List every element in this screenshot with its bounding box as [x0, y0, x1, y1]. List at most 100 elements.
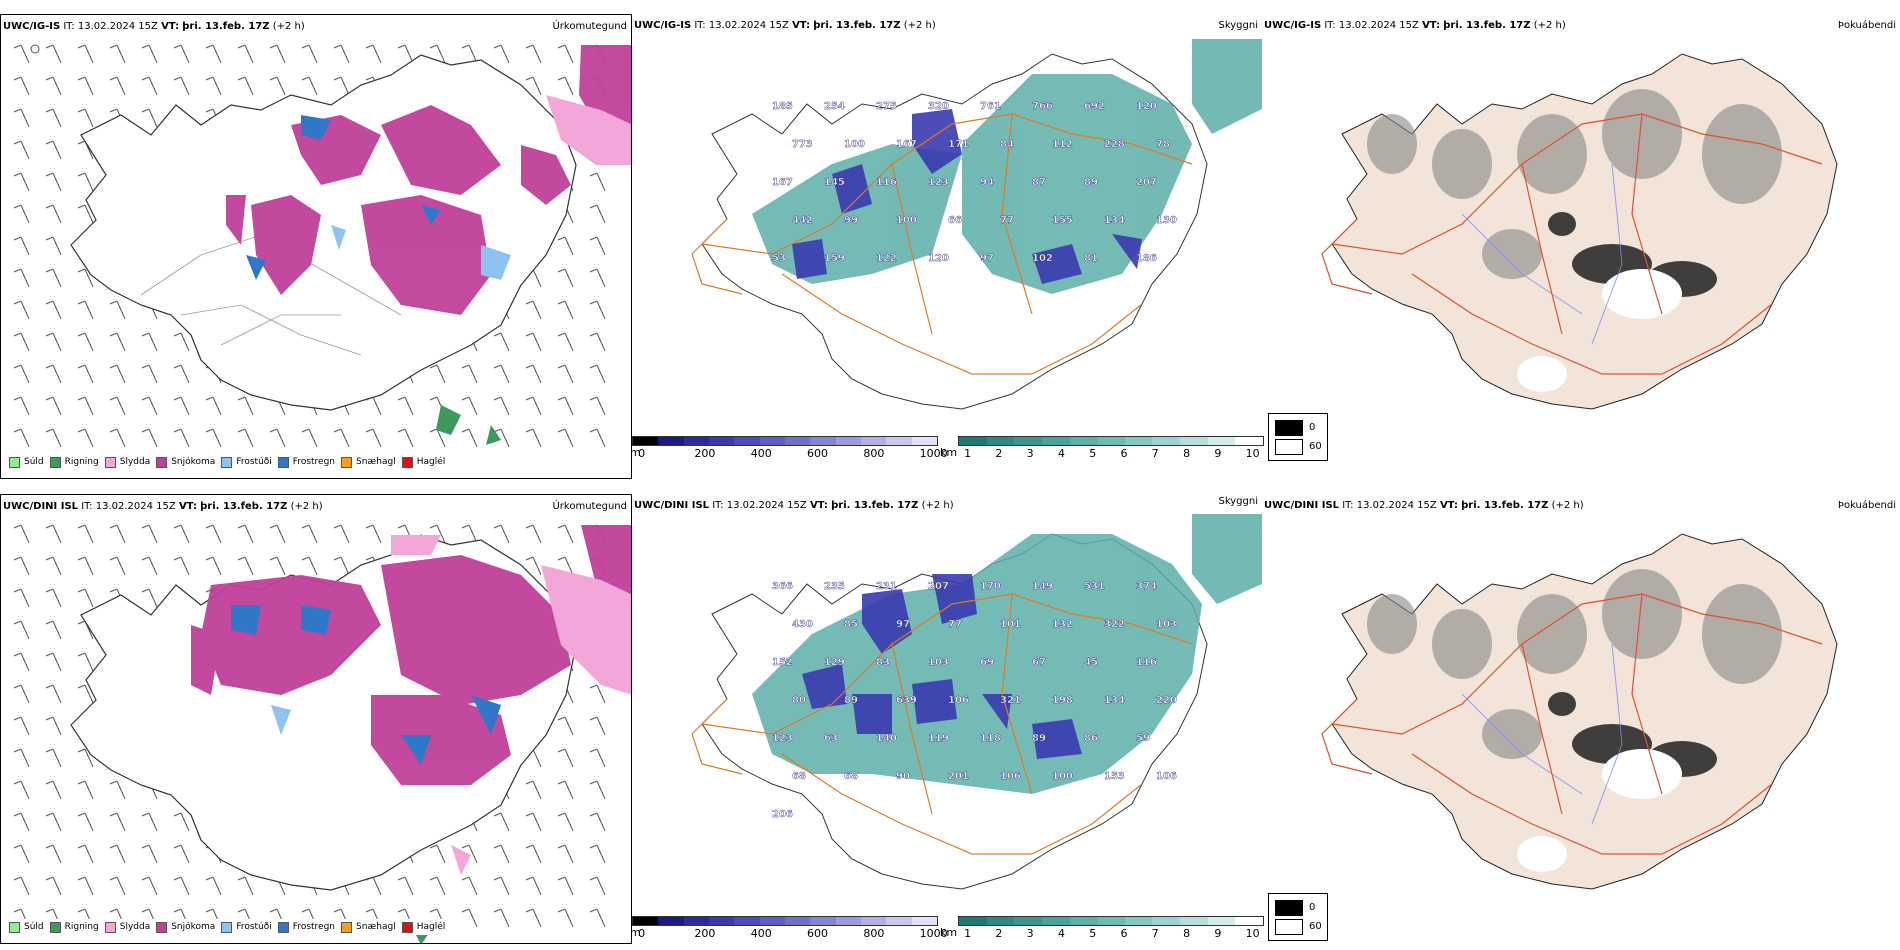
visibility-value-label: 185: [772, 101, 793, 112]
wind-barb-flag: [141, 396, 150, 401]
visibility-scale-cell: [1152, 437, 1181, 445]
visibility-scale-cell: [1069, 437, 1098, 445]
visibility-value-label: 90: [896, 771, 910, 782]
wind-barb: [532, 908, 542, 928]
wind-barb: [372, 44, 382, 64]
wind-barb: [20, 396, 30, 416]
wind-barb: [500, 812, 510, 832]
visibility-scale-cell: [1235, 917, 1264, 925]
wind-barb: [52, 684, 62, 704]
legend-item: Haglél: [401, 456, 445, 468]
legend-label: Frostregn: [292, 922, 336, 932]
height-scale-cell: [886, 917, 912, 925]
wind-barb: [20, 236, 30, 256]
wind-barb: [308, 76, 318, 96]
visibility-scale-cell: [1235, 437, 1264, 445]
wind-barb-flag: [397, 428, 406, 433]
wind-barb-flag: [525, 76, 534, 81]
wind-barb: [20, 172, 30, 192]
wind-barb-flag: [45, 364, 54, 369]
wind-barb-flag: [13, 364, 22, 369]
wind-barb-flag: [77, 844, 86, 849]
wind-barb-flag: [109, 524, 118, 529]
height-scale-cell: [759, 917, 785, 925]
wind-barb-flag: [77, 108, 86, 113]
wind-barb-flag: [461, 428, 470, 433]
legend-item: Súld: [9, 921, 44, 933]
height-scale-cell: [810, 437, 836, 445]
wind-barb: [52, 556, 62, 576]
wind-barb: [20, 748, 30, 768]
wind-barb: [52, 364, 62, 384]
wind-barb-flag: [589, 364, 598, 369]
wind-barb: [148, 108, 158, 128]
visibility-unit: km: [940, 446, 958, 459]
wind-barb-flag: [301, 44, 310, 49]
wind-barb-flag: [109, 332, 118, 337]
height-scale-tick: 400: [750, 927, 772, 940]
wind-barb-flag: [173, 876, 182, 881]
wind-barb-flag: [557, 428, 566, 433]
wind-barb: [20, 108, 30, 128]
wind-barb: [596, 332, 606, 352]
wind-barb: [596, 300, 606, 320]
wind-barb-flag: [525, 780, 534, 785]
legend-label: Súld: [24, 922, 44, 932]
wind-barb-flag: [589, 876, 598, 881]
visibility-value-label: 85: [844, 619, 858, 630]
visibility-scale-tick: 6: [1120, 927, 1128, 940]
wind-barb: [564, 76, 574, 96]
wind-barb: [180, 556, 190, 576]
visibility-value-label: 68: [792, 771, 806, 782]
wind-barb-flag: [13, 652, 22, 657]
visibility-value-label: 118: [980, 733, 1001, 744]
legend-swatch: [156, 456, 168, 468]
wind-barb: [532, 780, 542, 800]
wind-barb: [52, 204, 62, 224]
wind-barb-flag: [109, 588, 118, 593]
wind-barb-flag: [13, 300, 22, 305]
wind-barb-flag: [557, 524, 566, 529]
visibility-value-label: 87: [1032, 177, 1046, 188]
panel-title: UWC/DINI ISL IT: 13.02.2024 15Z VT: þri.…: [634, 500, 954, 511]
wind-barb: [340, 428, 350, 448]
wind-barb-flag: [301, 524, 310, 529]
wind-barb: [148, 812, 158, 832]
wind-barb: [116, 44, 126, 64]
wind-barb-flag: [77, 876, 86, 881]
visibility-scale-tick: 3: [1026, 927, 1034, 940]
visibility-scale-cells: [958, 436, 1264, 446]
wind-barb: [276, 44, 286, 64]
visibility-scale-tick: 10: [1245, 927, 1260, 940]
wind-barb: [308, 428, 318, 448]
wind-barb-flag: [493, 812, 502, 817]
wind-barb-flag: [557, 364, 566, 369]
wind-barb-flag: [45, 652, 54, 657]
wind-barb: [532, 364, 542, 384]
height-scale-tick: 200: [694, 927, 716, 940]
wind-barb-flag: [45, 684, 54, 689]
wind-barb: [212, 44, 222, 64]
legend-label: Frostregn: [292, 457, 336, 467]
wind-barb: [500, 44, 510, 64]
wind-barb-flag: [77, 140, 86, 145]
wind-barb: [180, 396, 190, 416]
wind-barb: [20, 300, 30, 320]
wind-barb-flag: [493, 44, 502, 49]
wind-barb-flag: [397, 396, 406, 401]
visibility-value-label: 167: [772, 177, 793, 188]
wind-barb-flag: [589, 396, 598, 401]
wind-barb-flag: [269, 524, 278, 529]
wind-barb: [308, 524, 318, 544]
wind-barb-flag: [141, 844, 150, 849]
wind-barb: [20, 44, 30, 64]
height-scale-bar: 0 200 400 600 800 1000 m: [630, 436, 948, 466]
wind-barb-flag: [525, 428, 534, 433]
wind-barb-flag: [141, 556, 150, 561]
wind-barb-flag: [13, 108, 22, 113]
wind-barb: [180, 44, 190, 64]
fog-key: 0 60: [1268, 413, 1328, 461]
wind-barb-flag: [397, 876, 406, 881]
wind-barb: [372, 876, 382, 896]
legend-item: Súld: [9, 456, 44, 468]
